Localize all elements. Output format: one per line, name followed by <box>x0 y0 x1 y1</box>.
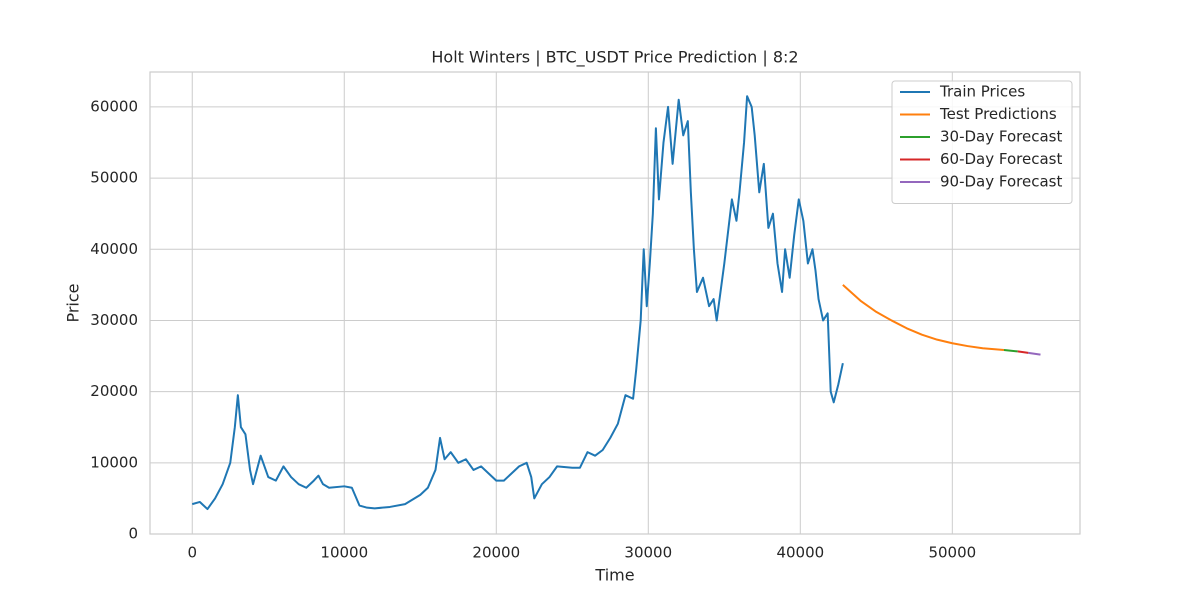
y-tick-label: 20000 <box>90 382 138 400</box>
y-tick-label: 50000 <box>90 169 138 187</box>
y-axis-label: Price <box>64 283 83 322</box>
legend: Train Prices Test Predictions 30-Day Forec… <box>891 80 1073 204</box>
plot-frame <box>149 71 1081 535</box>
y-tick-label: 30000 <box>90 311 138 329</box>
y-tick-label: 0 <box>128 525 138 543</box>
series-line <box>842 284 1005 351</box>
legend-label: Test Predictions <box>939 105 1057 123</box>
y-tick-label: 40000 <box>90 240 138 258</box>
legend-box <box>891 80 1073 204</box>
legend-label: 90-Day Forecast <box>940 173 1062 191</box>
x-axis-label: Time <box>594 566 634 585</box>
legend-label: Train Prices <box>939 83 1025 101</box>
legend-label: 30-Day Forecast <box>940 128 1062 146</box>
x-tick-label: 10000 <box>320 544 368 562</box>
x-tick-label: 20000 <box>472 544 520 562</box>
x-tick-label: 0 <box>187 544 197 562</box>
x-tick-label: 40000 <box>776 544 824 562</box>
x-tick-label: 30000 <box>624 544 672 562</box>
series-line <box>1017 350 1029 354</box>
chart-title: Holt Winters | BTC_USDT Price Prediction… <box>431 48 798 68</box>
y-tick-label: 60000 <box>90 97 138 115</box>
series-line <box>1028 351 1041 356</box>
series-line <box>1003 348 1018 353</box>
legend-label: 60-Day Forecast <box>940 150 1062 168</box>
y-tick-label: 10000 <box>90 453 138 471</box>
x-tick-label: 50000 <box>928 544 976 562</box>
series-line <box>191 95 844 511</box>
